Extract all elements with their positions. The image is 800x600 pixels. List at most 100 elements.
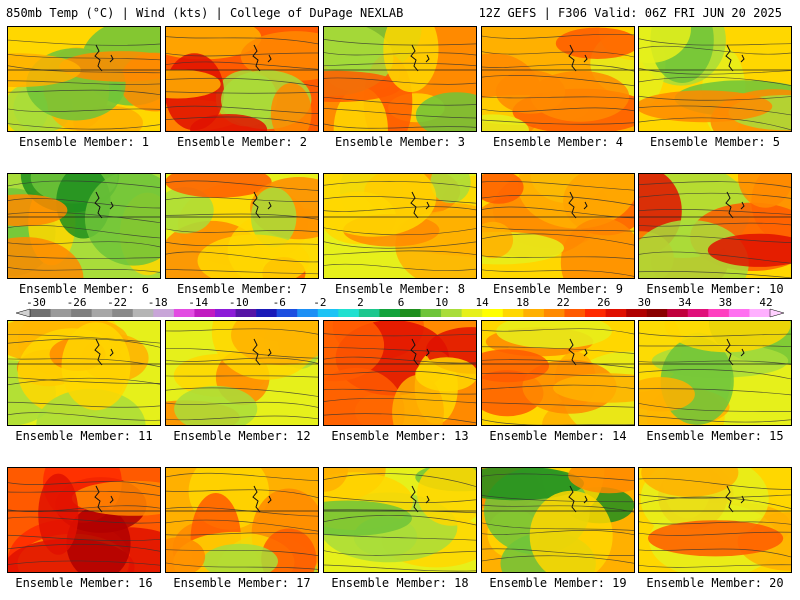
ensemble-member-map [165,26,319,132]
ensemble-member-map [165,173,319,279]
temperature-field [482,321,634,425]
temperature-field [166,174,318,278]
colorbar-swatch [420,309,442,317]
temperature-field [324,468,476,572]
colorbar-swatch [256,309,277,317]
ensemble-member-label: Ensemble Member: 19 [489,576,627,590]
colorbar-swatch [112,309,134,317]
temperature-field [639,321,791,425]
temperature-field [482,27,634,131]
colorbar-tick-label: 18 [516,296,529,309]
colorbar-swatch [173,309,195,317]
colorbar-swatch [30,309,51,317]
colorbar-swatch [728,309,750,317]
colorbar-tick-label: 42 [759,296,772,309]
colorbar-tick-label: -18 [148,296,168,309]
ensemble-member-label: Ensemble Member: 3 [334,135,466,149]
ensemble-member-map [638,320,792,426]
colorbar-swatch [215,309,236,317]
colorbar-tick-label: -10 [229,296,249,309]
colorbar-tick-label: -30 [26,296,46,309]
colorbar-swatch [194,309,216,317]
colorbar-swatch [400,309,421,317]
colorbar-tick-label: -14 [188,296,208,309]
ensemble-member-label: Ensemble Member: 17 [173,576,311,590]
temperature-field [8,321,160,425]
ensemble-member-map [638,26,792,132]
colorbar-swatch [564,309,586,317]
colorbar-swatch [132,309,154,317]
ensemble-member-label: Ensemble Member: 15 [646,429,784,443]
colorbar-swatch [749,309,771,317]
ensemble-member-map [7,320,161,426]
ensemble-member-label: Ensemble Member: 18 [331,576,469,590]
colorbar-swatch [523,309,545,317]
colorbar-swatch [502,309,524,317]
colorbar-tick-label: 34 [678,296,692,309]
colorbar-tick-label: 38 [719,296,732,309]
ensemble-member-map [7,173,161,279]
model-valid-time: 12Z GEFS | F306 Valid: 06Z FRI JUN 20 20… [478,6,782,20]
temperature-field [166,321,318,425]
ensemble-member-map [323,467,477,573]
temperature-field [639,174,791,278]
colorbar-swatch [461,309,483,317]
colorbar-tick-label: 6 [398,296,405,309]
colorbar-swatch [358,309,380,317]
ensemble-member-map [323,26,477,132]
colorbar-swatch [441,309,462,317]
colorbar-tick-label: 2 [357,296,364,309]
ensemble-member-label: Ensemble Member: 5 [649,135,781,149]
colorbar-tick-label: -22 [107,296,127,309]
colorbar-swatch [482,309,504,317]
colorbar-swatch [50,309,72,317]
ensemble-member-map [323,320,477,426]
colorbar-swatch [71,309,92,317]
colorbar-swatch [235,309,257,317]
colorbar-high-arrow [769,308,785,318]
ensemble-member-label: Ensemble Member: 4 [492,135,624,149]
ensemble-member-label: Ensemble Member: 16 [15,576,153,590]
ensemble-member-map [323,173,477,279]
colorbar-swatch [646,309,668,317]
colorbar-tick-label: 14 [475,296,489,309]
colorbar-swatch [276,309,298,317]
colorbar-swatch [297,309,319,317]
ensemble-member-map [638,467,792,573]
colorbar-swatch [585,309,606,317]
colorbar-swatch [708,309,730,317]
ensemble-member-label: Ensemble Member: 11 [15,429,153,443]
colorbar-swatch [153,309,175,317]
colorbar-tick-label: -26 [67,296,87,309]
temperature-field [166,468,318,572]
colorbar-swatch [605,309,627,317]
colorbar-swatch [543,309,565,317]
colorbar-tick-label: -2 [313,296,326,309]
temperature-field [8,27,160,131]
colorbar-swatch [91,309,113,317]
colorbar-tick-label: 26 [597,296,610,309]
colorbar-swatch [667,309,689,317]
temperature-field [8,468,160,572]
colorbar-swatch [338,309,360,317]
ensemble-member-map [7,467,161,573]
colorbar-swatch [379,309,401,317]
ensemble-member-label: Ensemble Member: 1 [18,135,150,149]
temperature-field [482,468,634,572]
ensemble-member-label: Ensemble Member: 2 [176,135,308,149]
ensemble-member-map [481,173,635,279]
colorbar-tick-label: 30 [638,296,651,309]
temperature-colorbar: -30 -26 -22 -18 -14 -10 -6 -2 2 6 10 14 18 22 26 30 34 38… [15,296,785,318]
ensemble-member-label: Ensemble Member: 9 [492,282,624,296]
ensemble-member-label: Ensemble Member: 8 [334,282,466,296]
ensemble-member-map [638,173,792,279]
temperature-field [324,174,476,278]
colorbar-low-arrow [15,308,31,318]
ensemble-member-map [165,320,319,426]
ensemble-member-label: Ensemble Member: 7 [176,282,308,296]
colorbar-swatch [626,309,647,317]
temperature-field [166,27,318,131]
temperature-field [639,27,791,131]
ensemble-member-label: Ensemble Member: 13 [331,429,469,443]
colorbar-swatch [317,309,339,317]
